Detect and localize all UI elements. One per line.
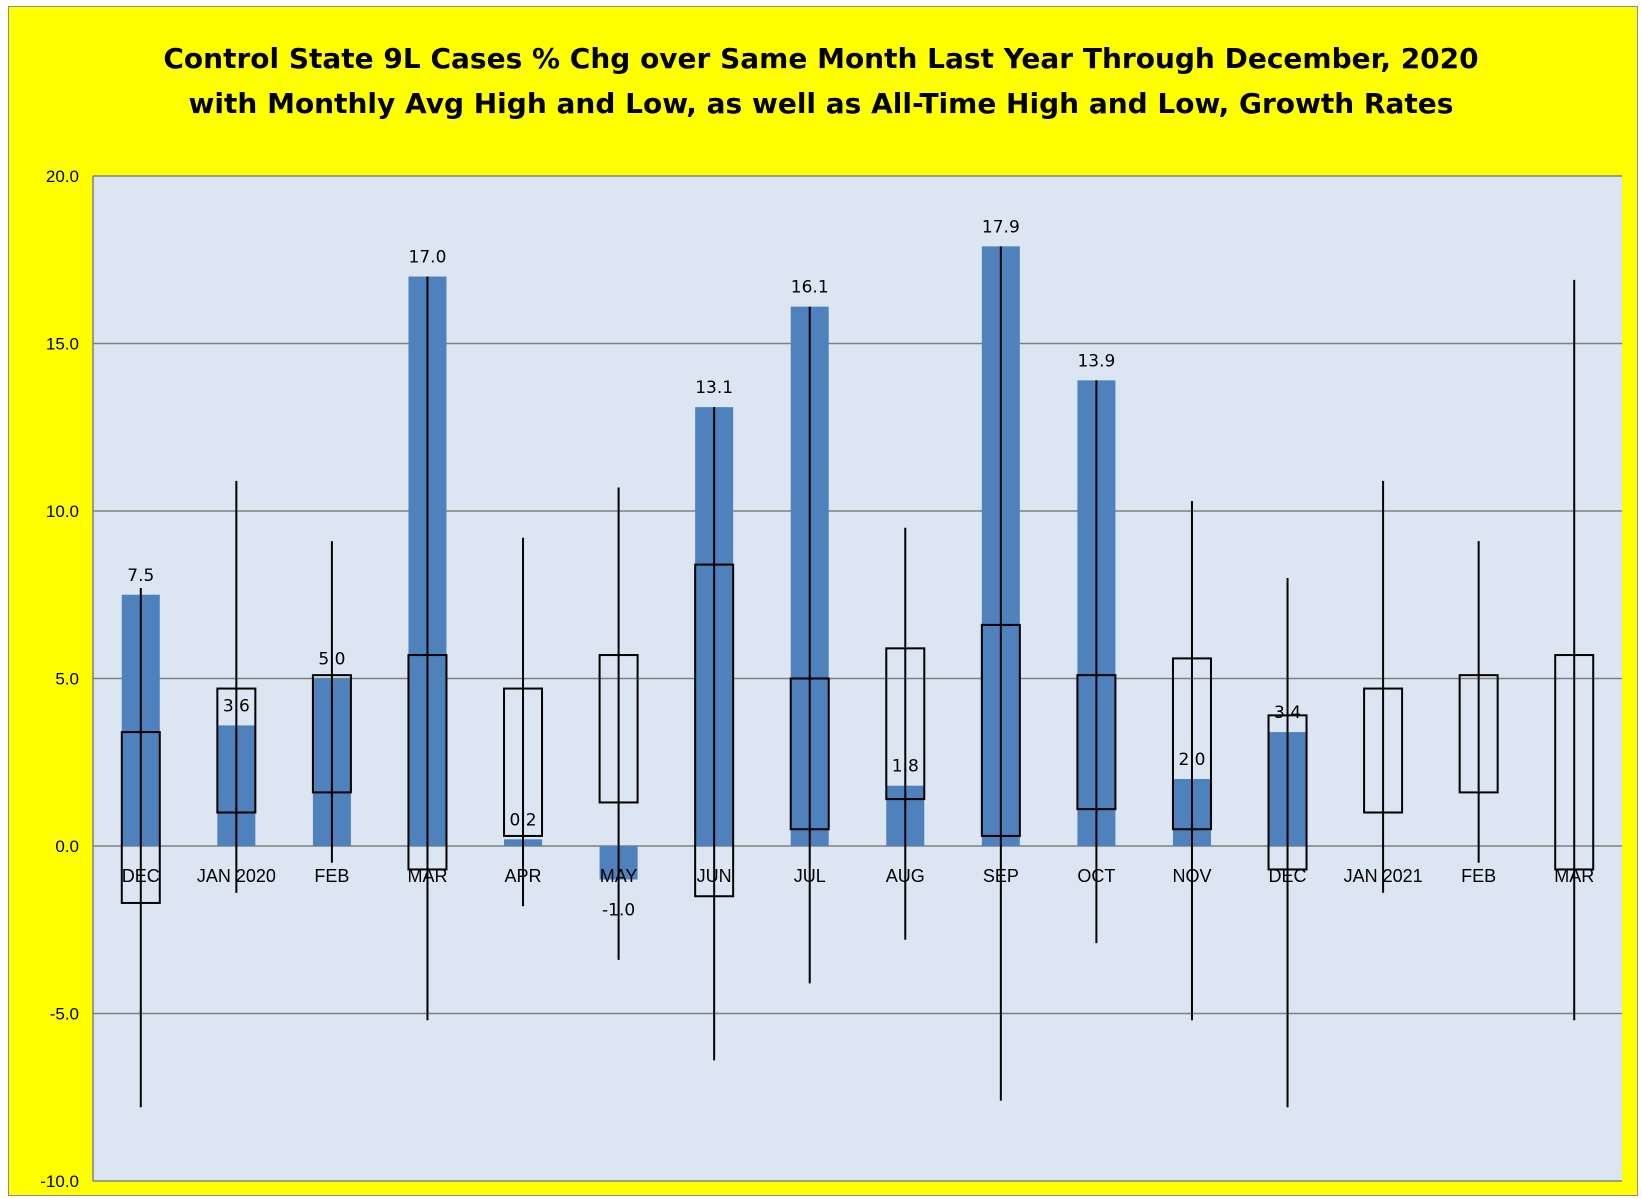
data-label: 0.2 (510, 810, 537, 830)
y-tick-label: 15.0 (46, 335, 79, 354)
x-category-label: DEC (1269, 866, 1307, 886)
data-label: 1.8 (892, 757, 919, 777)
x-category-label: MAR (1554, 866, 1594, 886)
data-label: 2.0 (1178, 750, 1205, 770)
x-category-label: MAR (407, 866, 447, 886)
x-category-label: FEB (1461, 866, 1496, 886)
y-tick-label: 5.0 (55, 670, 79, 689)
data-label: 16.1 (791, 278, 829, 298)
y-tick-label: -5.0 (50, 1005, 79, 1024)
data-label: 3.6 (223, 696, 250, 716)
chart-title-line-2: with Monthly Avg High and Low, as well a… (188, 87, 1454, 120)
x-category-label: OCT (1077, 866, 1115, 886)
x-category-label: FEB (314, 866, 349, 886)
data-label: -1.0 (602, 901, 635, 921)
x-category-label: MAY (600, 866, 638, 886)
x-category-label: APR (505, 866, 542, 886)
y-tick-label: 0.0 (55, 837, 79, 856)
y-tick-label: -10.0 (40, 1172, 79, 1191)
x-category-label: JAN 2020 (197, 866, 276, 886)
data-label: 17.0 (409, 248, 447, 268)
data-label: 17.9 (982, 217, 1020, 237)
x-category-label: DEC (122, 866, 160, 886)
y-tick-label: 20.0 (46, 167, 79, 186)
x-category-label: JUL (794, 866, 826, 886)
data-label: 13.9 (1077, 351, 1115, 371)
data-label: 7.5 (127, 566, 154, 586)
chart-title: Control State 9L Cases % Chg over Same M… (0, 36, 1642, 126)
x-category-label: JAN 2021 (1344, 866, 1423, 886)
y-tick-label: 10.0 (46, 502, 79, 521)
x-category-label: SEP (983, 866, 1019, 886)
data-label: 13.1 (695, 378, 733, 398)
x-category-label: AUG (886, 866, 925, 886)
data-label: 3.4 (1274, 703, 1301, 723)
x-category-label: NOV (1172, 866, 1211, 886)
data-label: 5.0 (318, 650, 345, 670)
x-category-label: JUN (697, 866, 732, 886)
chart-title-line-1: Control State 9L Cases % Chg over Same M… (163, 42, 1479, 75)
